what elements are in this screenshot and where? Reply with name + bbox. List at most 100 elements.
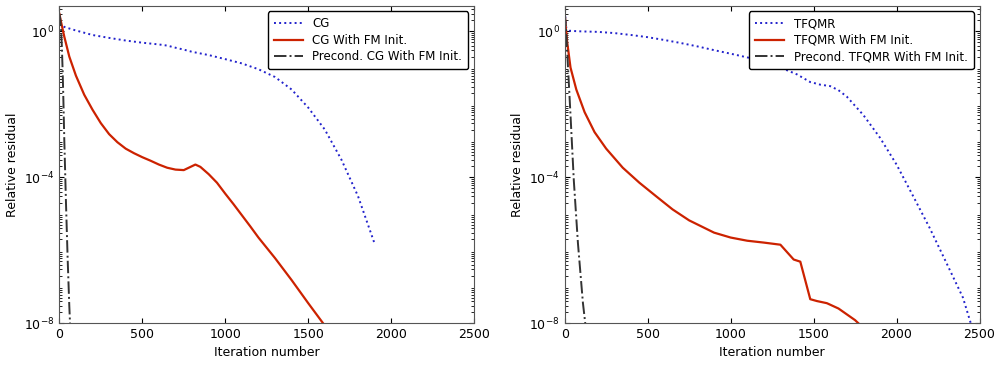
CG [335, 157, 347, 162]
CG [86, 33, 98, 37]
TFQMR With FM Init. [560, 23, 572, 27]
CG With FM Init. [111, 140, 123, 145]
Y-axis label: Relative residual: Relative residual [511, 112, 524, 216]
TFQMR With FM Init. [601, 146, 613, 151]
X-axis label: Iteration number: Iteration number [720, 346, 825, 360]
Precond. CG With FM Init. [65, 343, 77, 347]
Precond. CG With FM Init. [62, 256, 74, 260]
CG With FM Init. [219, 192, 231, 196]
TFQMR [924, 226, 936, 230]
CG With FM Init. [153, 162, 165, 167]
CG [169, 46, 181, 50]
TFQMR With FM Init. [821, 301, 833, 306]
TFQMR With FM Init. [882, 351, 894, 355]
Precond. TFQMR With FM Init. [561, 32, 573, 37]
CG [178, 47, 190, 52]
TFQMR With FM Init. [562, 40, 574, 44]
CG With FM Init. [144, 158, 156, 163]
TFQMR [576, 29, 588, 34]
CG [202, 53, 214, 57]
TFQMR [775, 65, 787, 70]
TFQMR With FM Init. [579, 110, 591, 114]
TFQMR With FM Init. [617, 166, 629, 170]
CG [368, 241, 380, 246]
TFQMR [725, 51, 737, 56]
CG With FM Init. [78, 93, 90, 97]
CG [285, 87, 297, 92]
TFQMR [833, 88, 845, 92]
CG With FM Init. [86, 108, 98, 112]
Precond. CG With FM Init. [57, 69, 69, 73]
CG With FM Init. [183, 166, 195, 170]
Precond. CG With FM Init. [54, 16, 66, 21]
Precond. TFQMR With FM Init. [568, 178, 580, 183]
TFQMR With FM Init. [589, 130, 601, 134]
TFQMR [741, 55, 753, 59]
Precond. TFQMR With FM Init. [559, 11, 571, 16]
CG With FM Init. [202, 172, 214, 176]
TFQMR With FM Init. [804, 297, 816, 301]
CG With FM Init. [269, 256, 281, 260]
Line: Precond. TFQMR With FM Init.: Precond. TFQMR With FM Init. [565, 14, 615, 365]
CG With FM Init. [211, 181, 223, 185]
TFQMR With FM Init. [833, 306, 845, 311]
TFQMR [874, 135, 886, 140]
CG With FM Init. [178, 168, 190, 172]
CG [269, 75, 281, 79]
Line: TFQMR With FM Init.: TFQMR With FM Init. [565, 14, 953, 365]
Precond. CG With FM Init. [60, 200, 72, 205]
Precond. CG With FM Init. [53, 11, 65, 16]
TFQMR [642, 35, 654, 39]
TFQMR [569, 29, 581, 33]
TFQMR [957, 295, 969, 300]
TFQMR [791, 72, 803, 77]
TFQMR [814, 82, 826, 87]
TFQMR [841, 95, 853, 99]
Precond. CG With FM Init. [63, 303, 75, 308]
CG With FM Init. [53, 11, 65, 16]
TFQMR With FM Init. [866, 334, 878, 338]
CG With FM Init. [70, 73, 82, 78]
TFQMR With FM Init. [667, 207, 679, 212]
TFQMR [821, 84, 833, 88]
CG [318, 127, 330, 132]
Precond. TFQMR With FM Init. [565, 113, 577, 117]
TFQMR With FM Init. [571, 87, 583, 92]
TFQMR With FM Init. [725, 235, 737, 240]
CG With FM Init. [335, 346, 347, 350]
Line: Precond. CG With FM Init.: Precond. CG With FM Init. [59, 14, 79, 365]
Precond. TFQMR With FM Init. [562, 65, 574, 70]
TFQMR [692, 44, 704, 49]
TFQMR [561, 26, 573, 30]
TFQMR [808, 81, 820, 85]
TFQMR With FM Init. [795, 260, 807, 264]
CG With FM Init. [302, 301, 314, 306]
Line: TFQMR: TFQMR [565, 11, 971, 325]
TFQMR With FM Init. [559, 11, 571, 16]
TFQMR With FM Init. [683, 218, 695, 223]
TFQMR With FM Init. [708, 230, 720, 235]
CG With FM Init. [244, 224, 256, 228]
CG With FM Init. [189, 162, 201, 167]
TFQMR [659, 38, 671, 42]
TFQMR [940, 261, 952, 265]
Precond. CG With FM Init. [56, 43, 68, 48]
TFQMR With FM Init. [741, 239, 753, 243]
TFQMR With FM Init. [565, 65, 577, 70]
CG With FM Init. [285, 278, 297, 282]
Precond. CG With FM Init. [58, 138, 70, 143]
Precond. CG With FM Init. [57, 102, 69, 106]
Precond. TFQMR With FM Init. [560, 20, 572, 24]
TFQMR [708, 48, 720, 52]
CG With FM Init. [169, 168, 181, 172]
CG [120, 38, 132, 43]
TFQMR With FM Init. [849, 318, 861, 322]
TFQMR With FM Init. [775, 242, 787, 247]
TFQMR With FM Init. [650, 194, 662, 198]
CG [53, 22, 65, 26]
TFQMR [559, 9, 571, 14]
TFQMR [857, 113, 869, 117]
CG With FM Init. [136, 155, 148, 160]
Line: CG With FM Init.: CG With FM Init. [59, 14, 376, 365]
Legend: TFQMR, TFQMR With FM Init., Precond. TFQMR With FM Init.: TFQMR, TFQMR With FM Init., Precond. TFQ… [749, 11, 974, 69]
